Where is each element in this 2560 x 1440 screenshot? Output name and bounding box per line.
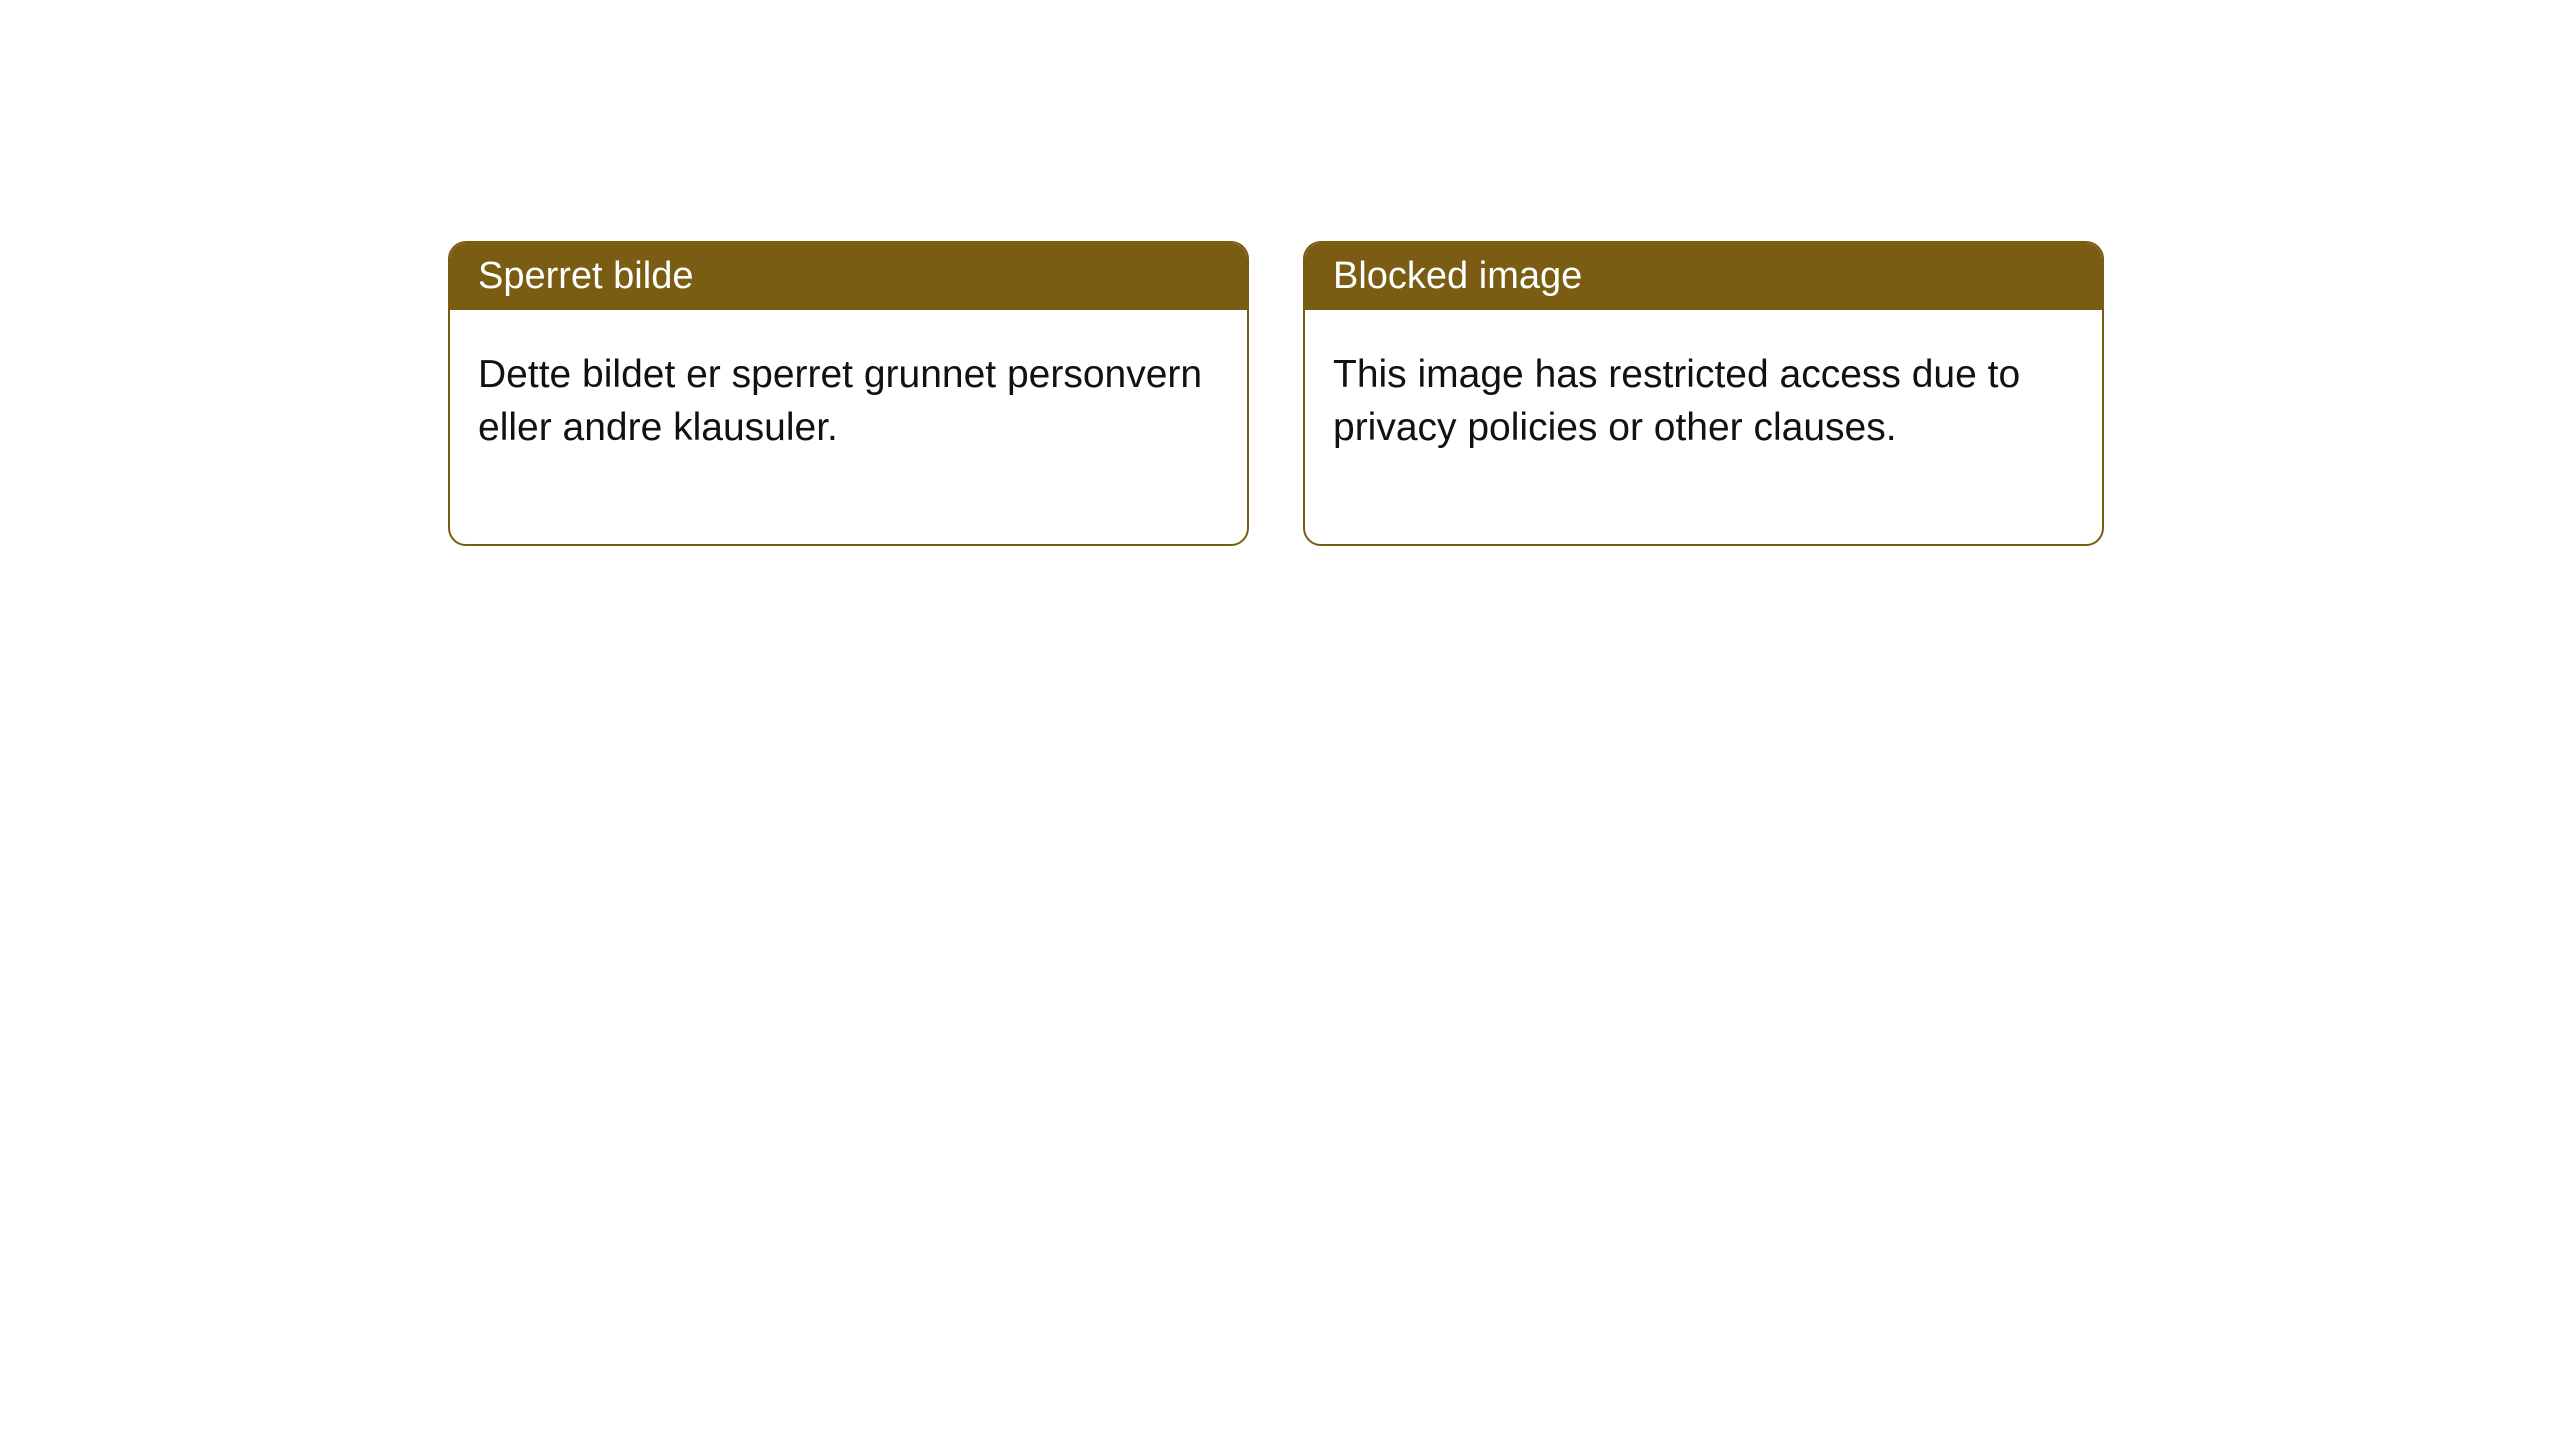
notice-cards-container: Sperret bilde Dette bildet er sperret gr… [448,241,2104,546]
card-body-text: This image has restricted access due to … [1333,353,2020,449]
card-title: Sperret bilde [478,255,693,297]
card-body: This image has restricted access due to … [1305,310,2102,544]
card-title: Blocked image [1333,255,1582,297]
card-body-text: Dette bildet er sperret grunnet personve… [478,353,1202,449]
card-body: Dette bildet er sperret grunnet personve… [450,310,1247,544]
card-header: Blocked image [1305,243,2102,310]
card-header: Sperret bilde [450,243,1247,310]
notice-card-english: Blocked image This image has restricted … [1303,241,2104,546]
notice-card-norwegian: Sperret bilde Dette bildet er sperret gr… [448,241,1249,546]
